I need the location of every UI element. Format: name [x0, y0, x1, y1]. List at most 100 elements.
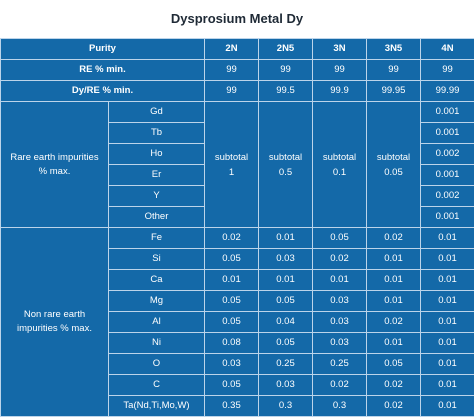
value-cell: 0.05: [205, 312, 259, 333]
subtotal-value: 0.5: [259, 165, 312, 180]
subtotal-word: subtotal: [259, 150, 312, 165]
value-cell: 0.02: [367, 375, 421, 396]
value-cell: 0.02: [367, 396, 421, 417]
value-cell: 0.01: [421, 354, 474, 375]
subtotal-value: 0.1: [313, 165, 366, 180]
subtotal-value: 1: [205, 165, 258, 180]
value-cell: 0.01: [421, 249, 474, 270]
value-cell: 0.001: [421, 123, 474, 144]
subtotal-word: subtotal: [205, 150, 258, 165]
value-cell: 0.01: [421, 396, 474, 417]
value-cell: 0.02: [205, 228, 259, 249]
value-cell: 99: [421, 60, 474, 81]
value-cell: 0.02: [367, 312, 421, 333]
value-cell: 0.05: [205, 249, 259, 270]
group-label-line: Rare earth impurities: [1, 151, 108, 165]
value-cell: 99: [205, 81, 259, 102]
value-cell: 99: [367, 60, 421, 81]
value-cell: 0.35: [205, 396, 259, 417]
value-cell: 0.001: [421, 207, 474, 228]
value-cell: 0.05: [205, 375, 259, 396]
value-cell: 0.05: [313, 228, 367, 249]
subtotal-word: subtotal: [313, 150, 366, 165]
value-cell: 99.95: [367, 81, 421, 102]
value-cell: 0.02: [313, 375, 367, 396]
element-label: Gd: [109, 102, 205, 123]
value-cell: 0.01: [367, 333, 421, 354]
value-cell: 0.01: [259, 228, 313, 249]
purity-header: Purity: [1, 39, 205, 60]
element-label: Si: [109, 249, 205, 270]
group-label-line: impurities % max.: [1, 322, 108, 336]
element-label: Other: [109, 207, 205, 228]
value-cell: 0.01: [367, 249, 421, 270]
value-cell: 0.002: [421, 186, 474, 207]
value-cell: 0.05: [205, 291, 259, 312]
value-cell: 99.9: [313, 81, 367, 102]
element-label: Ta(Nd,Ti,Mo,W): [109, 396, 205, 417]
group-label-line: % max.: [1, 165, 108, 179]
subtotal-value: 0.05: [367, 165, 420, 180]
value-cell: 0.03: [259, 249, 313, 270]
group-label-line: Non rare earth: [1, 308, 108, 322]
value-cell: 99: [205, 60, 259, 81]
grade-header: 3N5: [367, 39, 421, 60]
grade-header: 2N5: [259, 39, 313, 60]
value-cell: 99.5: [259, 81, 313, 102]
value-cell: 0.01: [421, 375, 474, 396]
element-label: Er: [109, 165, 205, 186]
grade-header: 4N: [421, 39, 474, 60]
element-label: O: [109, 354, 205, 375]
value-cell: 0.001: [421, 165, 474, 186]
page-title: Dysprosium Metal Dy: [0, 0, 474, 36]
value-cell: 0.05: [259, 333, 313, 354]
value-cell: 99: [259, 60, 313, 81]
element-label: Mg: [109, 291, 205, 312]
value-cell: 0.3: [313, 396, 367, 417]
grade-header: 2N: [205, 39, 259, 60]
value-cell: 0.01: [421, 312, 474, 333]
value-cell: 0.01: [205, 270, 259, 291]
value-cell: 0.03: [259, 375, 313, 396]
element-label: Fe: [109, 228, 205, 249]
value-cell: 0.01: [259, 270, 313, 291]
value-cell: 0.03: [205, 354, 259, 375]
value-cell: 0.02: [313, 249, 367, 270]
element-label: Tb: [109, 123, 205, 144]
value-cell: 0.25: [313, 354, 367, 375]
element-label: Ca: [109, 270, 205, 291]
value-cell: 0.04: [259, 312, 313, 333]
value-cell: 0.01: [421, 228, 474, 249]
element-label: Y: [109, 186, 205, 207]
element-label: C: [109, 375, 205, 396]
element-label: Al: [109, 312, 205, 333]
value-cell: 0.03: [313, 291, 367, 312]
value-cell: 0.03: [313, 312, 367, 333]
rare-earth-group-label: Rare earth impurities% max.: [1, 102, 109, 228]
value-cell: 0.01: [367, 291, 421, 312]
value-cell: 0.08: [205, 333, 259, 354]
grade-header: 3N: [313, 39, 367, 60]
re-min-label: RE % min.: [1, 60, 205, 81]
value-cell: 0.05: [259, 291, 313, 312]
value-cell: 0.03: [313, 333, 367, 354]
value-cell: 0.3: [259, 396, 313, 417]
value-cell: 0.02: [367, 228, 421, 249]
value-cell: 0.01: [367, 270, 421, 291]
subtotal-word: subtotal: [367, 150, 420, 165]
value-cell: 0.25: [259, 354, 313, 375]
element-label: Ho: [109, 144, 205, 165]
value-cell: 99: [313, 60, 367, 81]
value-cell: 0.002: [421, 144, 474, 165]
value-cell: 0.001: [421, 102, 474, 123]
